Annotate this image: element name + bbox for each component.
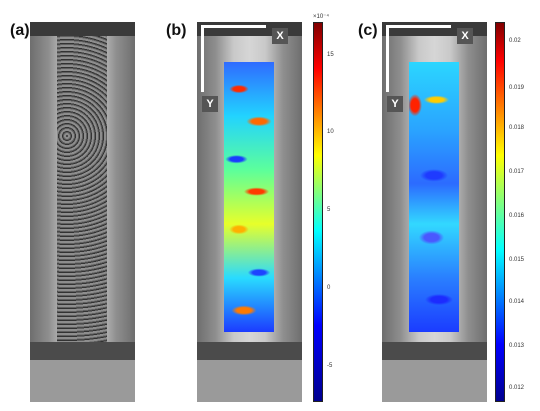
colorbar-b-tick: 10 [327,129,334,135]
panel-a-label: (a) [10,22,30,39]
strain-field-b [224,62,274,332]
panel-b-image: X Y [197,22,302,402]
panel-c-image: X Y [382,22,487,402]
grip-bottom [382,342,487,402]
grip-bottom [197,342,302,402]
colorbar-c-tick: 0.016 [509,213,525,219]
panel-b-label: (b) [166,22,187,39]
axis-frame-c [386,25,451,92]
colorbar-b-exponent: ×10⁻⁴ [313,14,329,20]
colorbar-c-tick: 0.015 [509,257,525,263]
colorbar-c-tick: 0.019 [509,85,525,91]
axis-x-tag: X [272,28,288,44]
axis-x-tag: X [457,28,473,44]
colorbar-c-tick: 0.02 [509,38,521,44]
panel-c-label: (c) [358,22,378,39]
axis-y-tag: Y [387,96,403,112]
colorbar-b [313,22,323,402]
colorbar-b-tick: 0 [327,285,331,291]
grip-bottom [30,342,135,402]
colorbar-c-tick: 0.012 [509,385,525,391]
colorbar-b-tick: 5 [327,207,331,213]
specimen [57,22,107,402]
colorbar-c-tick: 0.018 [509,125,525,131]
colorbar-c-tick: 0.017 [509,169,525,175]
colorbar-c-tick: 0.014 [509,299,525,305]
colorbar-b-tick: 15 [327,52,334,58]
grip-top [30,22,135,36]
panel-a-image [30,22,135,402]
colorbar-b-tick: -5 [327,363,333,369]
axis-y-tag: Y [202,96,218,112]
strain-field-c [409,62,459,332]
colorbar-c [495,22,505,402]
colorbar-c-tick: 0.013 [509,343,525,349]
axis-frame-b [201,25,266,92]
